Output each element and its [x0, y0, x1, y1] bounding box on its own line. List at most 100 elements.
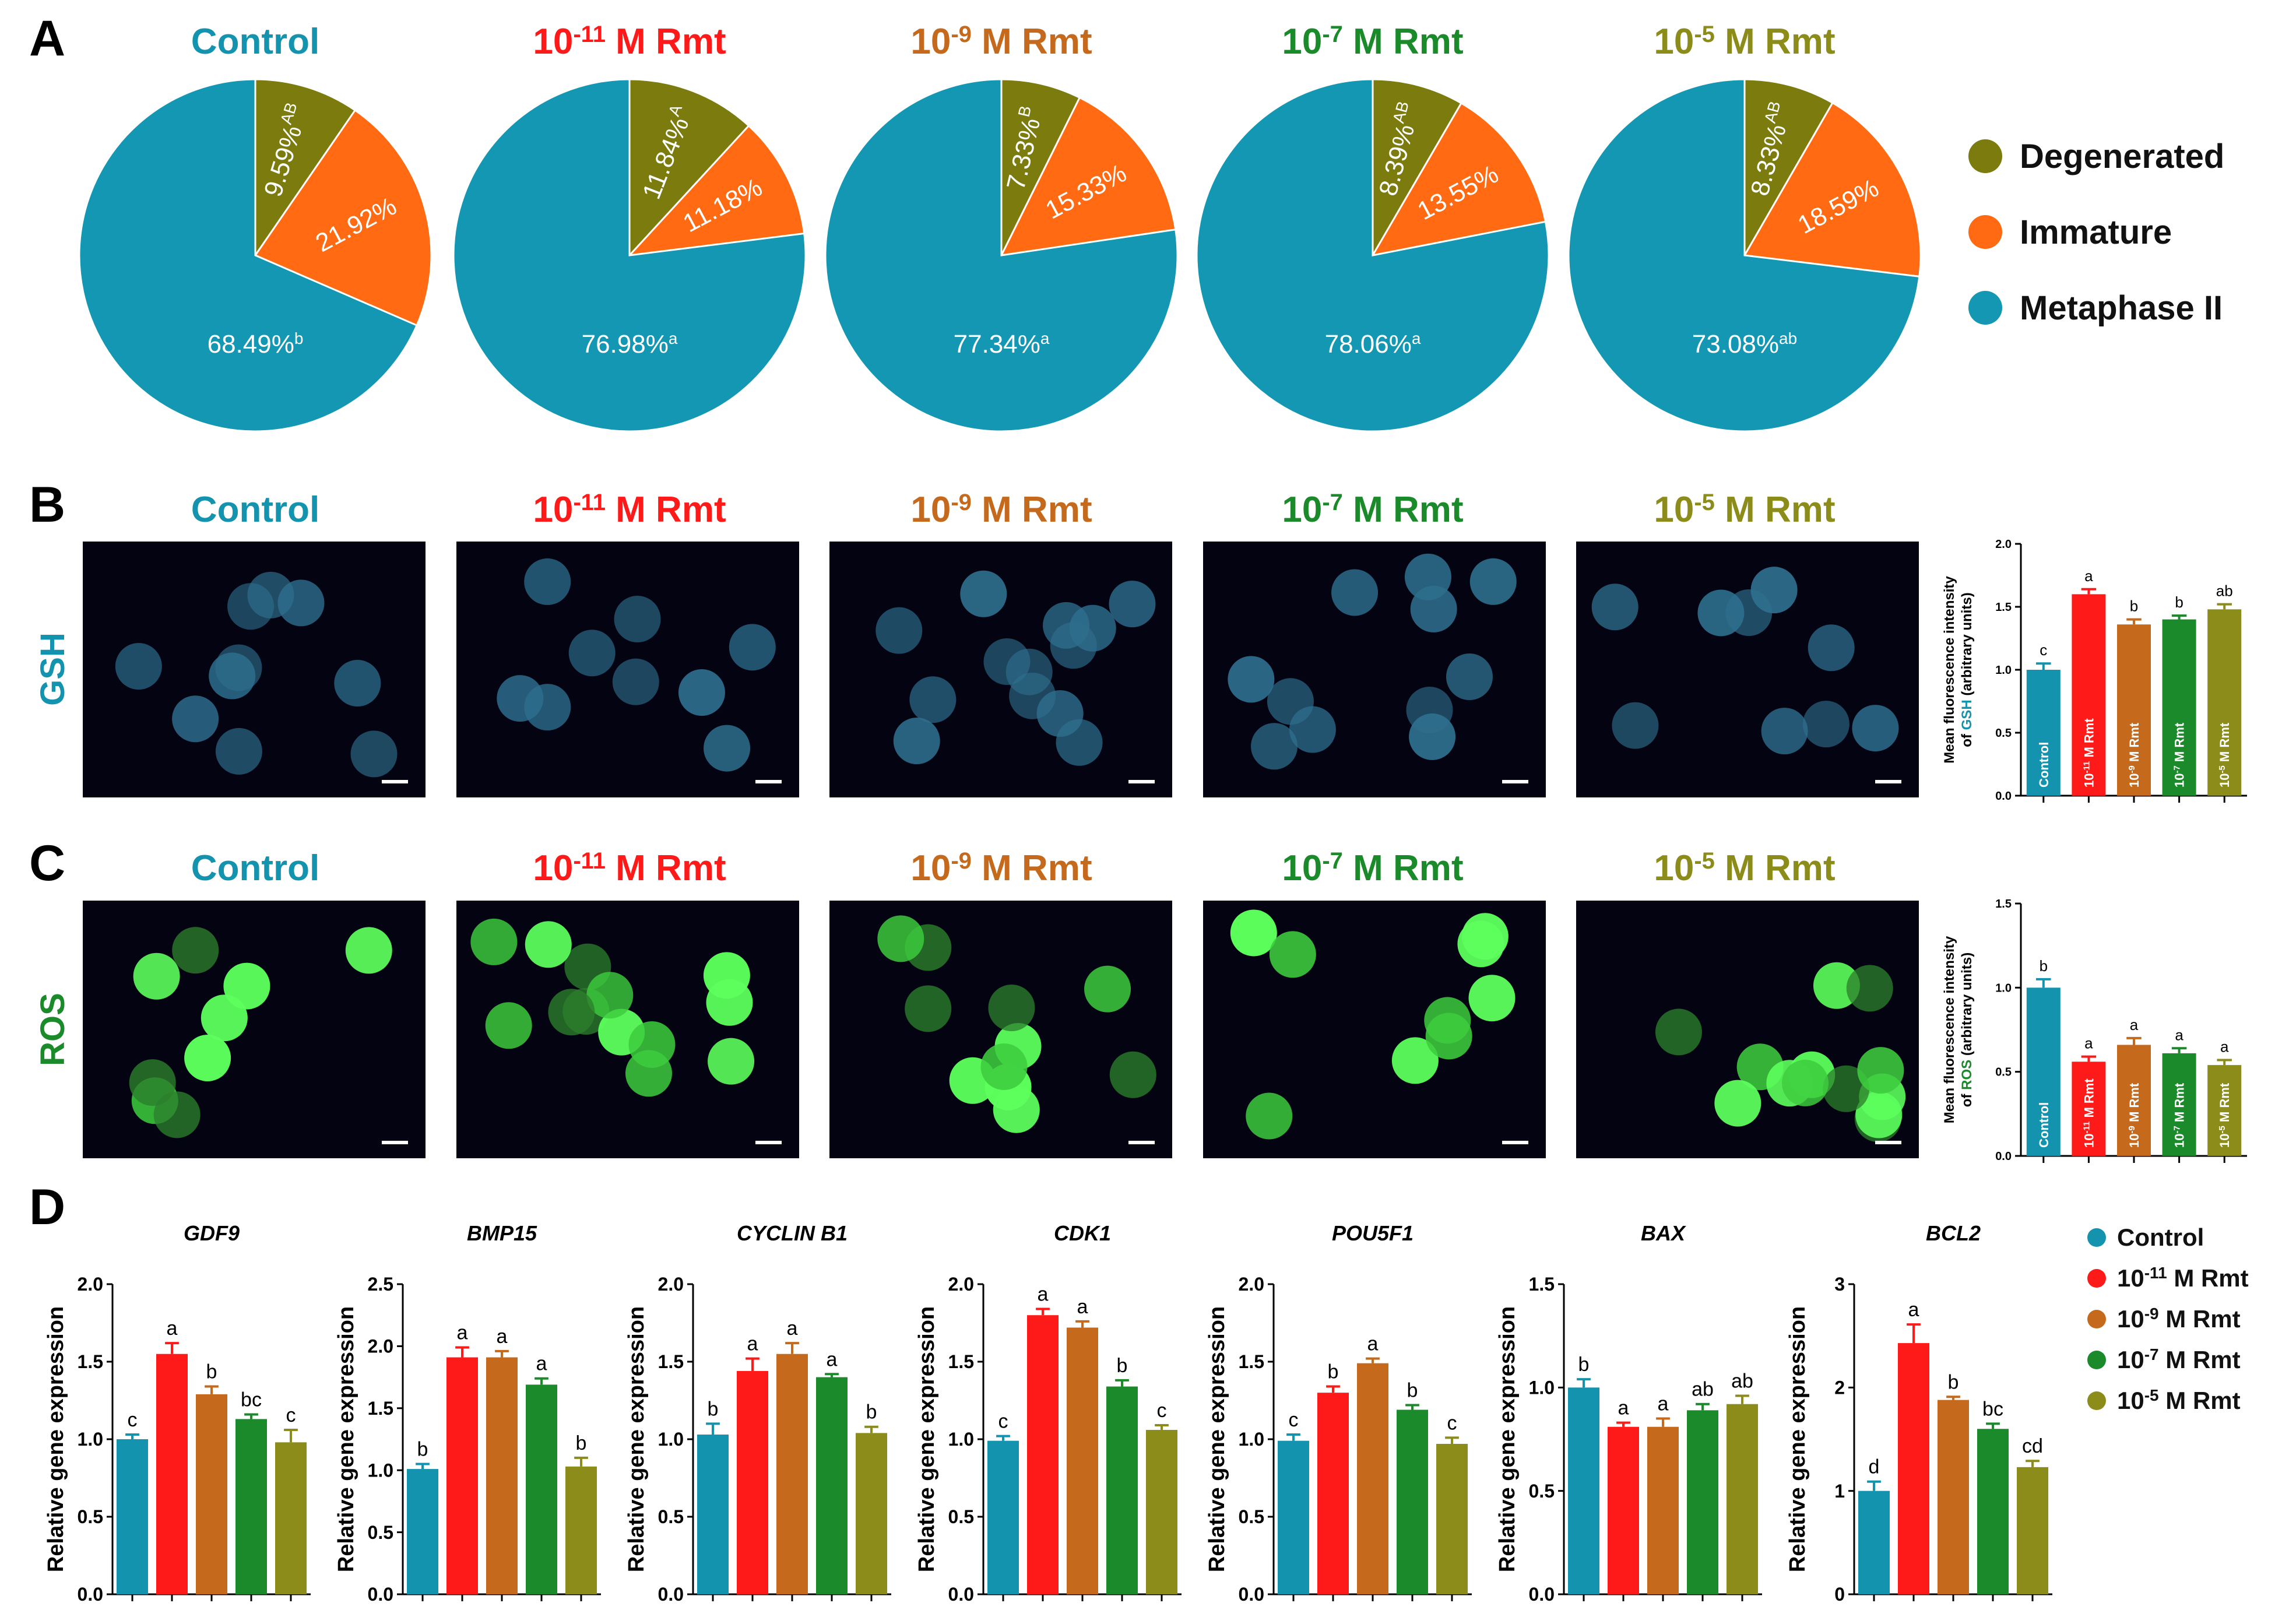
legend-label: 10-5 M Rmt [2117, 1386, 2241, 1414]
bar-1 [2072, 1061, 2106, 1156]
significance-letter: b [2040, 957, 2048, 975]
significance-letter: ab [1692, 1379, 1714, 1401]
bar-category-label: 10-7 M Rmt [2172, 1082, 2187, 1148]
bar-0 [117, 1439, 148, 1594]
bar-0 [1278, 1440, 1309, 1594]
y-tick-label: 1.5 [1529, 1274, 1555, 1295]
oocyte-spot [1289, 706, 1336, 753]
oocyte-spot [227, 583, 275, 630]
oocyte-spot [1461, 913, 1509, 960]
row-label-ros: ROS [34, 993, 72, 1066]
pie-title-exp: -5 [1694, 22, 1715, 47]
gsh-group-title-base: 10 [533, 490, 573, 530]
oocyte-spot [485, 1002, 532, 1049]
bar-category-label-exp: -9 [2127, 1126, 2137, 1133]
y-tick-label: 0.0 [78, 1584, 103, 1605]
significance-letter: a [1038, 1284, 1049, 1306]
gene-bar-chart-bax: 0.0 0.5 1.0 1.5 b a a ab ab BAX Relative gene expr… [1495, 1221, 1762, 1605]
pie-slice-immature [1000, 96, 1177, 256]
significance-letter: c [2040, 641, 2047, 659]
oocyte-spot [1425, 1013, 1472, 1060]
bar-1 [1898, 1343, 1929, 1594]
pie-title: 10-9 M Rmt [910, 22, 1092, 62]
pie-label-sup: a [1412, 329, 1421, 347]
pie-slice-immature [254, 109, 433, 327]
y-label-key: ROS [1959, 1060, 1975, 1090]
bar-category-label-rest: M Rmt [2127, 722, 2142, 765]
y-tick-label: 2.0 [1995, 538, 2012, 551]
y-axis-label-line1: Mean fluorescence intensity [1942, 936, 1957, 1123]
y-tick-label: 1.0 [1529, 1377, 1555, 1398]
y-tick-label: 1.0 [1239, 1429, 1264, 1450]
oocyte-spot [704, 725, 751, 772]
legend-label: Control [2117, 1224, 2204, 1251]
ros-group-title-exp: -7 [1322, 848, 1343, 874]
y-tick-label: 0.0 [948, 1584, 974, 1605]
ros-group-title-base: 10 [533, 848, 573, 888]
oocyte-spot [980, 1043, 1028, 1090]
pie-slice-immature [1371, 101, 1547, 257]
ros-micrograph-1 [456, 901, 799, 1158]
bar-1 [737, 1370, 768, 1594]
y-tick-label: 1.5 [658, 1351, 684, 1372]
oocyte-spot [209, 652, 256, 699]
oocyte-spot [1855, 1091, 1903, 1138]
gene-bar-chart-bmp15: 0.0 0.5 1.0 1.5 2.0 2.5 b a a a b BMP15 Relative gen… [334, 1221, 601, 1605]
legend-marker [1968, 139, 2002, 173]
significance-letter: a [2130, 1016, 2139, 1034]
ros-group-title-exp: -9 [951, 848, 972, 874]
bar-1 [446, 1357, 478, 1594]
ros-group-title-base: Control [191, 848, 319, 888]
bar-category-label: 10-9 M Rmt [2127, 1082, 2142, 1148]
y-label-key: GSH [1959, 699, 1975, 730]
bar-1 [2072, 594, 2106, 796]
bar-category-label-base: 10 [2127, 1134, 2142, 1148]
significance-letter: b [2175, 593, 2183, 611]
pie-label-metaphase: 76.98%a [582, 329, 678, 359]
legend-marker [2087, 1391, 2106, 1410]
gsh-micrograph-4 [1576, 542, 1919, 797]
bar-category-label: Control [2037, 742, 2051, 788]
bar-2 [2117, 1045, 2151, 1156]
significance-letter: cd [2022, 1435, 2043, 1457]
y-tick-label: 2.0 [78, 1274, 103, 1295]
gene-title: BMP15 [467, 1221, 537, 1245]
oocyte-spot [115, 643, 162, 690]
oocyte-spot [172, 695, 219, 743]
oocyte-spot [1612, 702, 1659, 749]
significance-letter: bc [241, 1389, 262, 1411]
y-tick-label: 2.0 [658, 1274, 684, 1295]
gsh-micrograph-0 [83, 542, 426, 797]
pie-slice-degenerated [1743, 78, 1834, 259]
legend-label-rest: M Rmt [2159, 1387, 2241, 1414]
significance-letter: a [827, 1348, 838, 1370]
bar-category-label-rest: M Rmt [2217, 722, 2232, 765]
bar-0 [697, 1435, 729, 1594]
oocyte-spot [960, 570, 1007, 617]
gsh-group-title-base: 10 [1654, 490, 1694, 530]
bar-category-label: Control [2037, 1102, 2051, 1148]
bar-1 [1608, 1426, 1639, 1594]
gsh-group-title-base: Control [191, 490, 319, 530]
pie-title-rest: M Rmt [1715, 22, 1836, 62]
gene-title: GDF9 [184, 1221, 240, 1245]
gsh-micrograph-1 [456, 542, 799, 797]
oocyte-spot [1655, 1008, 1702, 1056]
significance-letter: bc [1982, 1398, 2003, 1420]
y-axis-label: Relative gene expression [915, 1306, 939, 1572]
oocyte-spot [1269, 931, 1316, 978]
ros-group-title: 10-5 M Rmt [1654, 848, 1835, 888]
ros-group-title: 10-7 M Rmt [1282, 848, 1463, 888]
ros-micrograph-4 [1576, 901, 1919, 1158]
bar-category-label-base: 10 [2172, 1134, 2187, 1148]
legend-marker [1968, 215, 2002, 249]
bar-1 [1317, 1393, 1349, 1594]
significance-letter: a [497, 1326, 508, 1348]
oocyte-spot [905, 985, 952, 1032]
bar-4 [275, 1442, 307, 1594]
oocyte-spot [470, 918, 518, 965]
oocyte-spot [568, 630, 616, 677]
oocyte-spot [1852, 705, 1899, 752]
gsh-group-title-base: 10 [1282, 490, 1322, 530]
